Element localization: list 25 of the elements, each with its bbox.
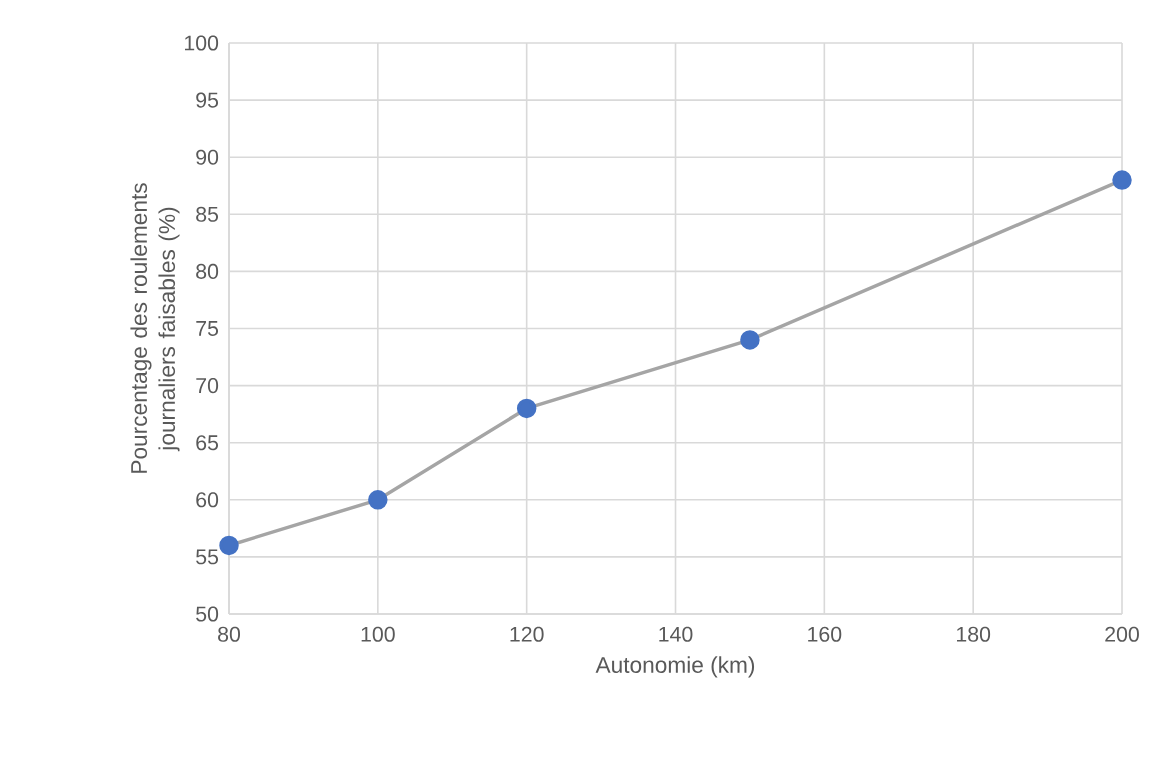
x-tick-label: 100 [361,626,395,642]
point [368,490,388,510]
y-tick-label: 85 [196,206,219,222]
y-tick-label: 100 [184,35,219,51]
x-tick-label: 140 [659,626,693,642]
y-tick-label: 50 [196,606,219,622]
y-tick-label: 70 [196,378,219,394]
point [740,330,760,350]
y-tick-label: 60 [196,492,219,508]
y-axis-title: Pourcentage des roulements journaliers faisables (%) [130,183,180,473]
y-tick-label: 80 [196,263,219,279]
x-tick-label: 80 [218,626,241,642]
y-tick-label: 95 [196,92,219,108]
x-tick-label: 200 [1105,626,1139,642]
y-tick-label: 65 [196,435,219,451]
y-tick-label: 90 [196,149,219,165]
y-tick-label: 55 [196,549,219,565]
point [516,398,537,419]
y-tick-label: 75 [196,321,219,336]
x-tick-label: 120 [510,626,544,642]
point [1112,170,1132,190]
point [219,535,239,556]
x-tick-label: 180 [957,626,991,642]
x-tick-label: 160 [808,626,842,642]
x-axis-title: Autonomie (km) [595,656,755,678]
